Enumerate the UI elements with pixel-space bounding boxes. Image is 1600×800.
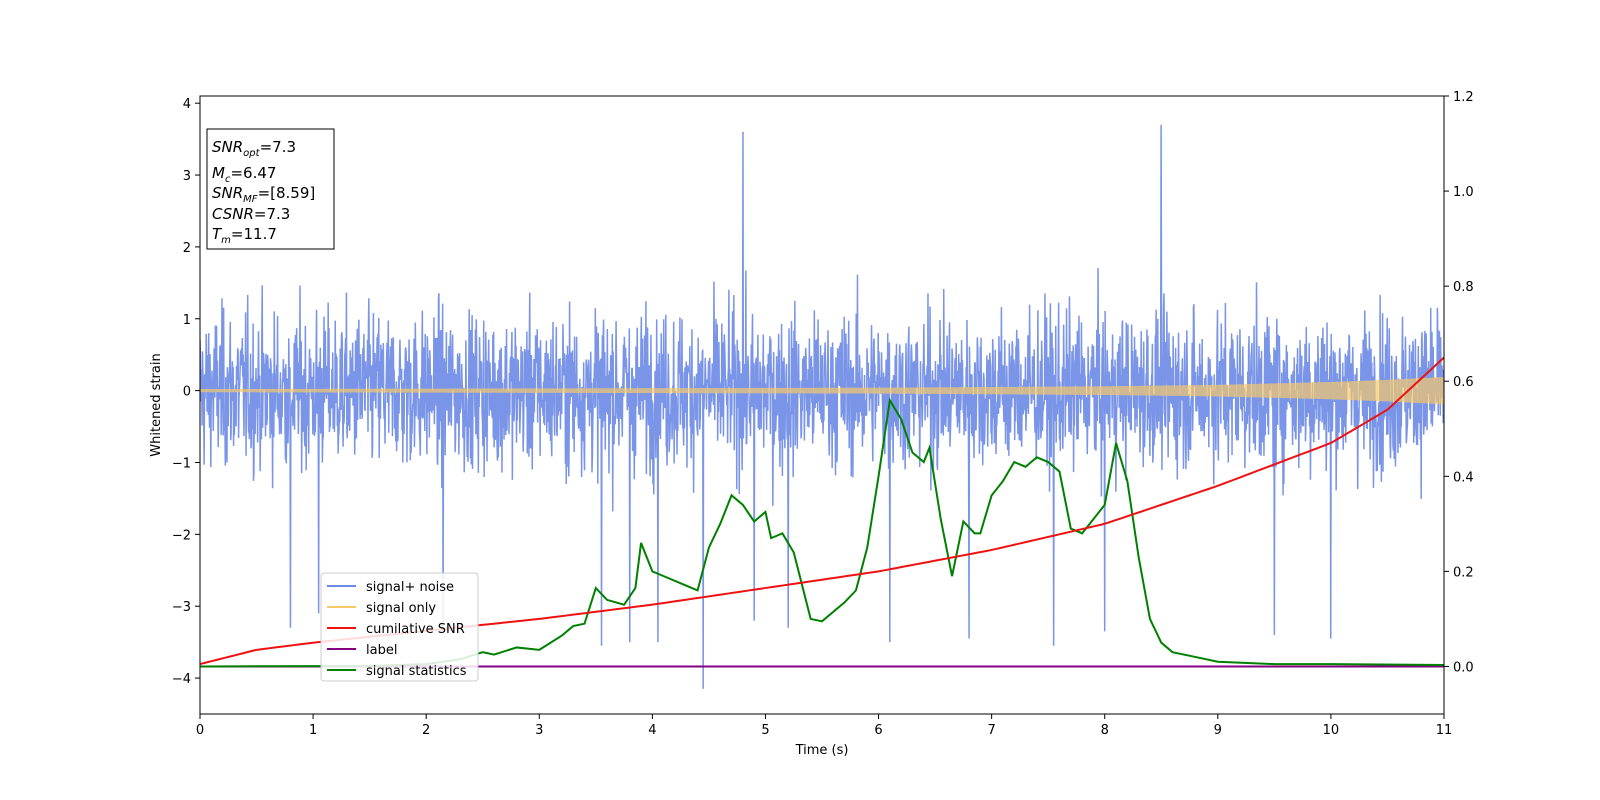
y-axis-title: Whitened strain bbox=[149, 353, 164, 456]
mc-text: Mc=6.47 bbox=[212, 164, 276, 185]
x-tick-label: 6 bbox=[874, 723, 882, 738]
x-axis-title: Time (s) bbox=[795, 743, 849, 758]
x-tick-label: 7 bbox=[987, 723, 995, 738]
y-tick-label: 3 bbox=[183, 169, 191, 184]
y-tick-label: −2 bbox=[172, 528, 191, 543]
series-signal-only-line bbox=[200, 376, 1444, 405]
x-tick-label: 11 bbox=[1436, 723, 1453, 738]
x-tick-label: 4 bbox=[648, 723, 656, 738]
x-tick-label: 0 bbox=[196, 723, 204, 738]
x-tick-label: 5 bbox=[761, 723, 769, 738]
legend-signal-statistics-label: signal statistics bbox=[366, 664, 467, 679]
info-box-frame bbox=[206, 128, 335, 250]
csnr-text: CSNR=7.3 bbox=[212, 205, 290, 223]
y-tick-label: 1 bbox=[183, 313, 191, 328]
y-tick-label: −3 bbox=[172, 600, 191, 615]
snr-mf-text: SNRMF=[8.59] bbox=[212, 184, 315, 205]
tm-text: Tm=11.7 bbox=[212, 225, 277, 246]
axes-frame bbox=[199, 95, 1445, 715]
legend-label-label: label bbox=[366, 643, 397, 658]
x-tick-label: 2 bbox=[422, 723, 430, 738]
x-axis: 0 1 2 3 4 5 6 7 8 9 10 11 bbox=[196, 714, 1452, 738]
x-tick-label: 3 bbox=[535, 723, 543, 738]
y2-tick-label: 0.2 bbox=[1453, 565, 1474, 580]
y-tick-label: −4 bbox=[172, 672, 191, 687]
series-signal-statistics-line bbox=[200, 397, 1444, 668]
y2-tick-label: 0.8 bbox=[1453, 280, 1474, 295]
y-axis-left: 4 3 2 1 0 −1 −2 −3 −4 bbox=[172, 97, 200, 687]
info-box: SNRopt=7.3 Mc=6.47 SNRMF=[8.59] CSNR=7.3… bbox=[206, 128, 335, 250]
snr-opt-text: SNRopt=7.3 bbox=[212, 138, 296, 159]
y2-tick-label: 0.6 bbox=[1453, 375, 1474, 390]
y-axis-right: 1.2 1.0 0.8 0.6 0.4 0.2 0.0 bbox=[1444, 90, 1474, 675]
legend-signal-noise-label: signal+ noise bbox=[366, 580, 454, 595]
x-tick-label: 8 bbox=[1101, 723, 1109, 738]
y-tick-label: −1 bbox=[172, 456, 191, 471]
legend: signal+ noise signal only cumilative SNR la… bbox=[320, 572, 479, 682]
y2-tick-label: 1.2 bbox=[1453, 90, 1474, 105]
legend-signal-only-label: signal only bbox=[366, 601, 436, 616]
y2-tick-label: 0.0 bbox=[1453, 660, 1474, 675]
x-tick-label: 10 bbox=[1323, 723, 1340, 738]
y2-tick-label: 0.4 bbox=[1453, 470, 1474, 485]
legend-frame bbox=[320, 572, 479, 682]
x-tick-label: 9 bbox=[1214, 723, 1222, 738]
y-tick-label: 4 bbox=[183, 97, 191, 112]
legend-cumulative-snr-label: cumilative SNR bbox=[366, 622, 465, 637]
y2-tick-label: 1.0 bbox=[1453, 185, 1474, 200]
x-tick-label: 1 bbox=[309, 723, 317, 738]
y-tick-label: 2 bbox=[183, 241, 191, 256]
y-tick-label: 0 bbox=[183, 385, 191, 400]
